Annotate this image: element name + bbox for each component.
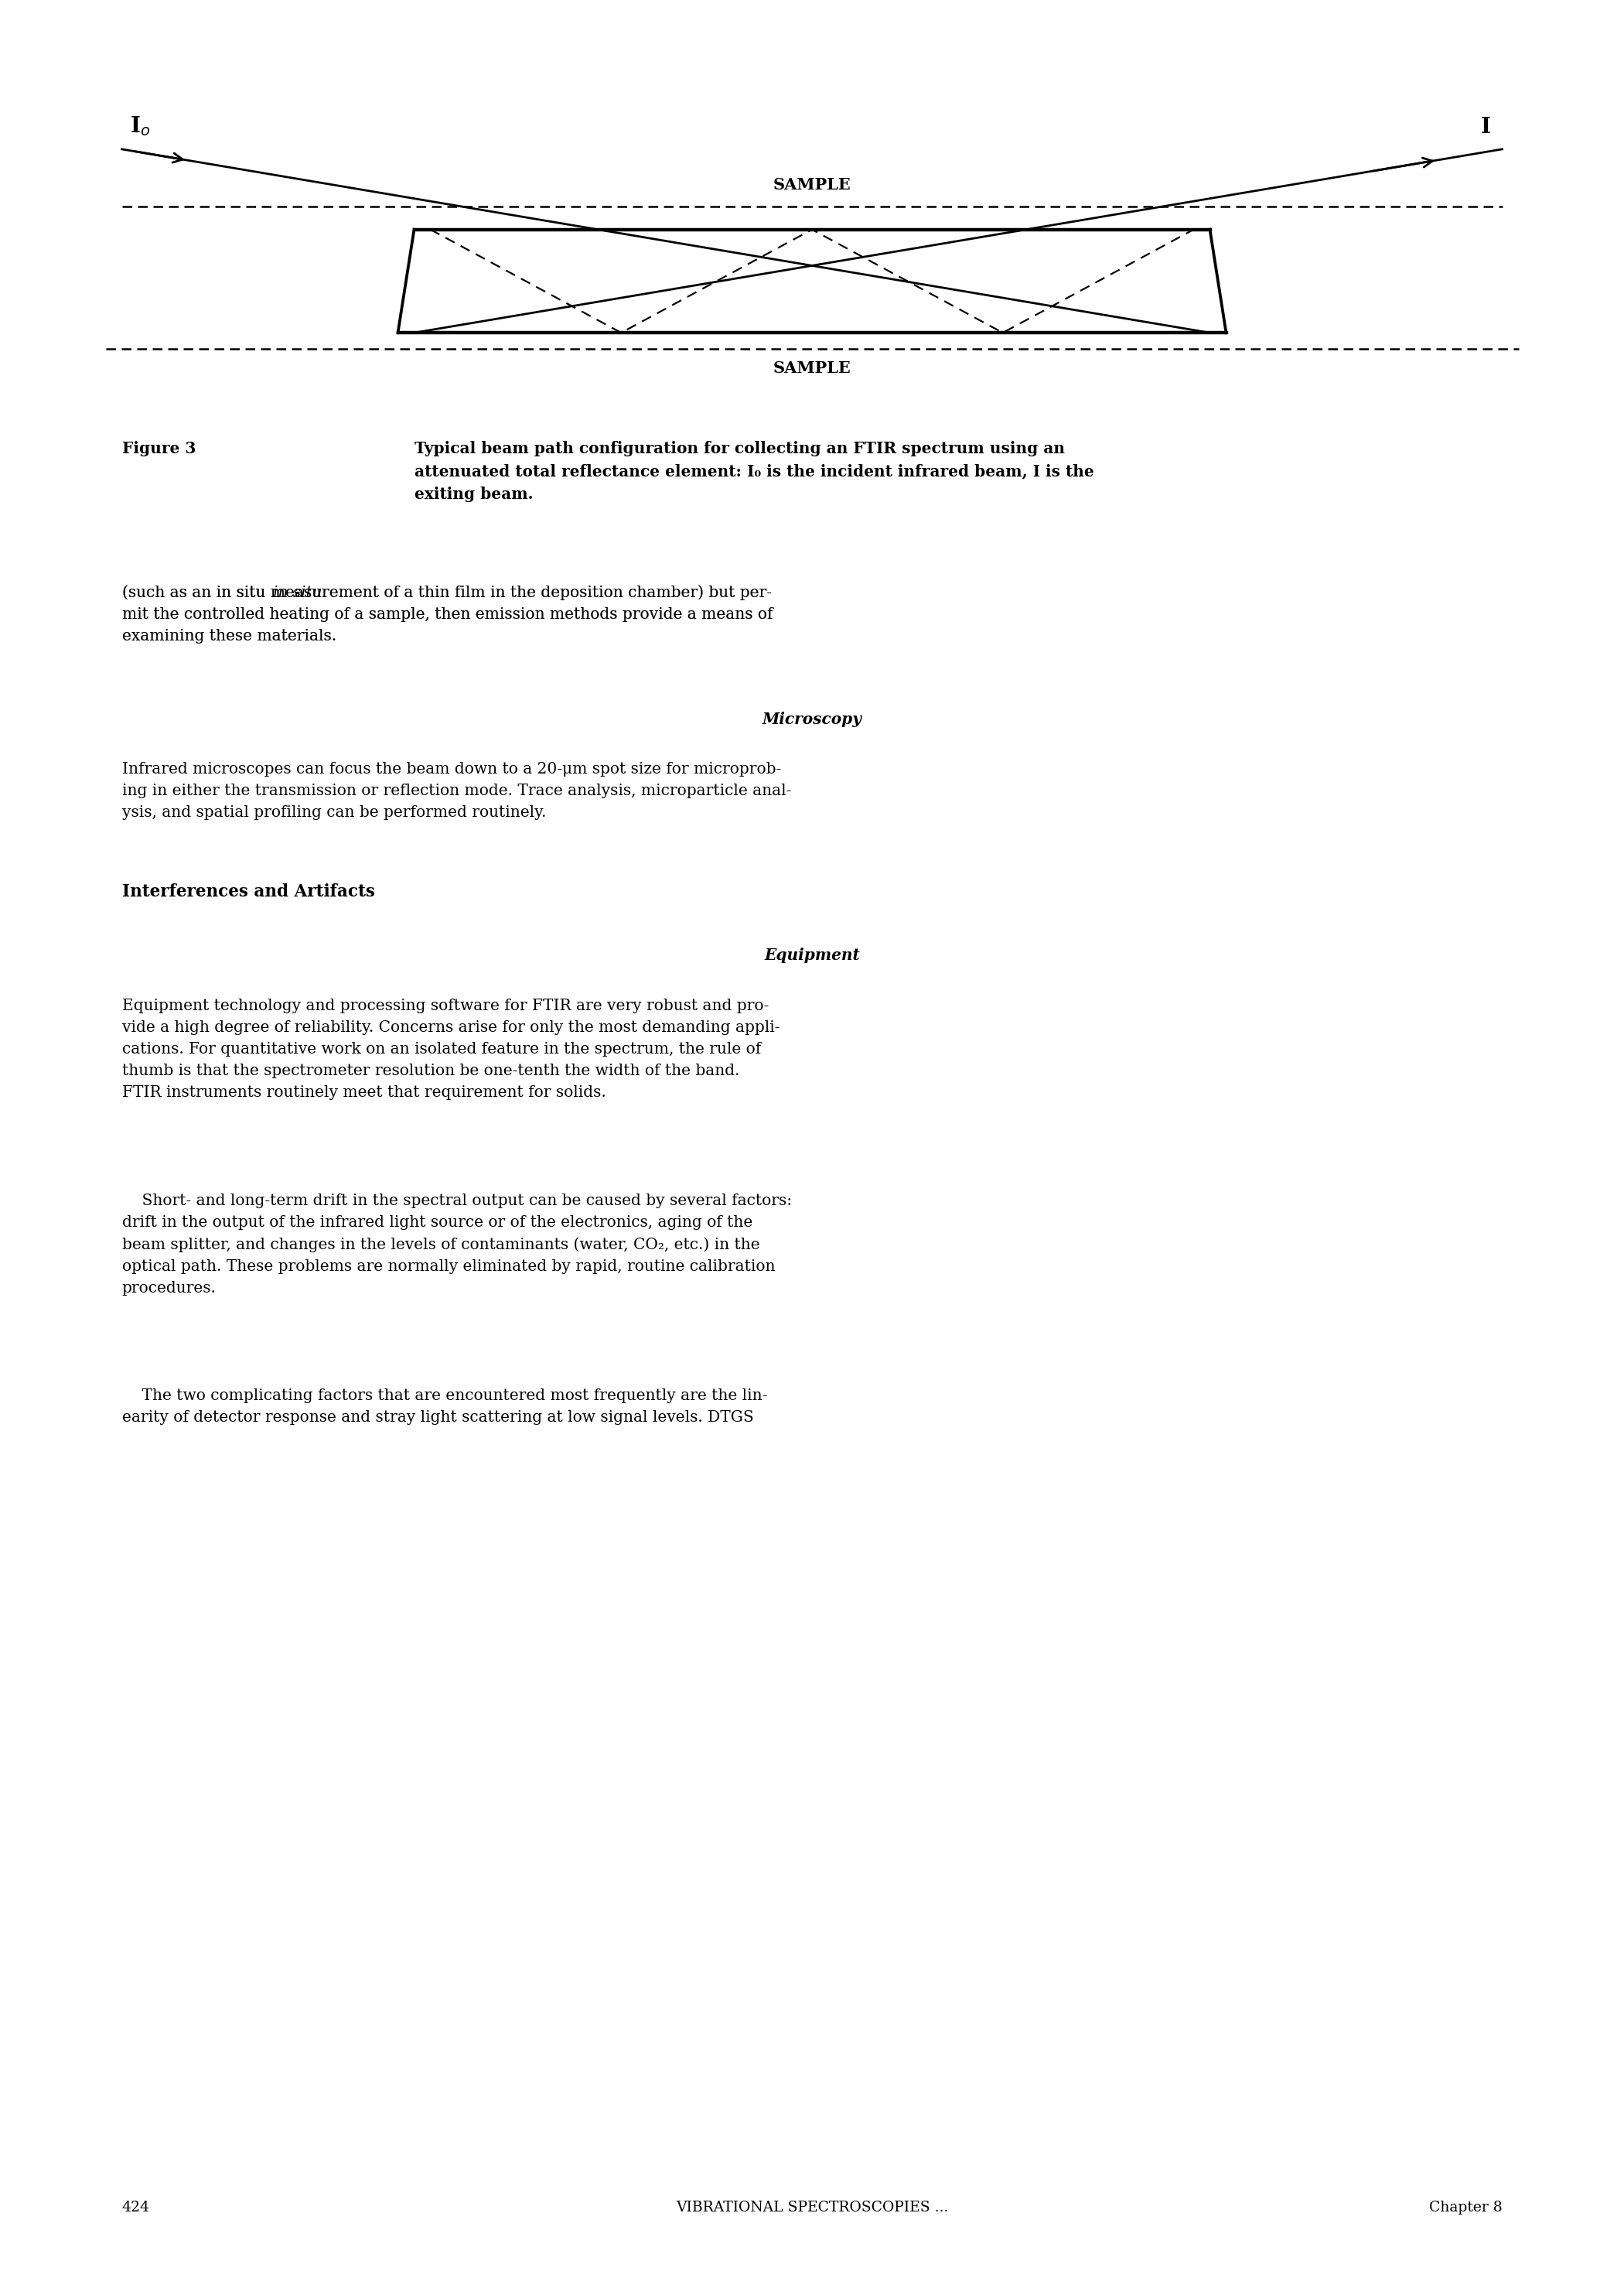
Text: Short- and long-term drift in the spectral output can be caused by several facto: Short- and long-term drift in the spectr… <box>122 1193 791 1297</box>
Text: Microscopy: Microscopy <box>762 711 862 728</box>
Text: I$_o$: I$_o$ <box>130 115 151 138</box>
Text: Chapter 8: Chapter 8 <box>1429 2201 1502 2215</box>
Text: I: I <box>1481 117 1491 138</box>
Text: Typical beam path configuration for collecting an FTIR spectrum using an
attenua: Typical beam path configuration for coll… <box>414 441 1093 503</box>
Text: 424: 424 <box>122 2201 149 2215</box>
Text: VIBRATIONAL SPECTROSCOPIES ...: VIBRATIONAL SPECTROSCOPIES ... <box>676 2201 948 2215</box>
Text: Interferences and Artifacts: Interferences and Artifacts <box>122 884 375 900</box>
Text: Equipment: Equipment <box>765 948 859 964</box>
Text: Equipment technology and processing software for FTIR are very robust and pro-
v: Equipment technology and processing soft… <box>122 998 780 1099</box>
Text: (such as an in situ measurement of a thin film in the deposition chamber) but pe: (such as an in situ measurement of a thi… <box>122 585 773 643</box>
Text: Infrared microscopes can focus the beam down to a 20-μm spot size for microprob-: Infrared microscopes can focus the beam … <box>122 762 791 819</box>
Text: SAMPLE: SAMPLE <box>773 177 851 193</box>
Text: Figure 3: Figure 3 <box>122 441 195 457</box>
Text: The two complicating factors that are encountered most frequently are the lin-
e: The two complicating factors that are en… <box>122 1388 767 1425</box>
Text: (such as an            measurement of a thin film in the deposition chamber) but: (such as an measurement of a thin film i… <box>122 585 773 643</box>
Text: in situ: in situ <box>273 585 322 599</box>
Text: SAMPLE: SAMPLE <box>773 360 851 376</box>
Text: (such as an in situ measurement of a thin film in the deposition chamber) but pe: (such as an in situ measurement of a thi… <box>122 585 773 643</box>
